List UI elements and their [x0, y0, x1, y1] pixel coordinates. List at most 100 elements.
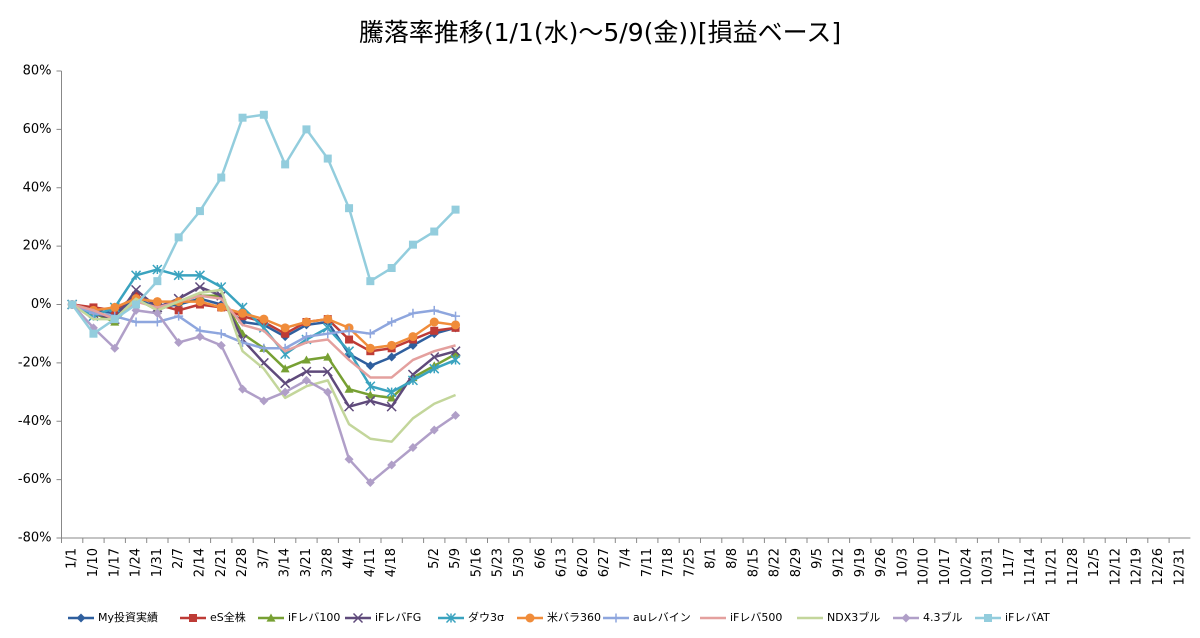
y-tick-label: 60% [23, 122, 52, 137]
marker [344, 401, 355, 412]
marker [131, 270, 142, 281]
marker [345, 335, 354, 344]
marker [152, 297, 162, 307]
marker [366, 277, 375, 286]
x-tick-label: 9/5 [810, 548, 825, 569]
marker [280, 364, 290, 373]
marker [174, 337, 184, 347]
marker [387, 317, 397, 327]
y-tick-label: 40% [23, 180, 52, 195]
x-tick-label: 12/19 [1130, 548, 1145, 585]
marker [451, 320, 461, 330]
x-tick-label: 2/14 [192, 548, 207, 577]
marker [408, 332, 418, 342]
legend-label: auレバイン [633, 611, 691, 624]
marker [301, 317, 311, 327]
legend-label: ダウ3σ [468, 610, 504, 624]
marker [194, 281, 205, 293]
marker [89, 329, 98, 338]
marker [301, 375, 311, 385]
marker [387, 264, 396, 273]
y-tick-label: 0% [31, 297, 52, 312]
x-tick-label: 8/22 [768, 548, 783, 577]
x-tick-label: 6/6 [533, 548, 548, 569]
x-tick-label: 9/12 [831, 548, 846, 577]
marker [259, 314, 269, 324]
x-tick-label: 11/28 [1066, 548, 1081, 585]
marker [344, 384, 354, 393]
marker [301, 355, 311, 364]
marker [68, 300, 77, 309]
marker [301, 366, 312, 377]
legend-label: iFレバFG [375, 611, 421, 624]
marker [445, 612, 457, 624]
x-tick-label: 6/20 [576, 548, 591, 577]
x-tick-label: 10/3 [895, 548, 910, 577]
x-tick-label: 10/17 [938, 548, 953, 585]
marker [408, 240, 417, 249]
marker [451, 410, 461, 420]
x-tick-label: 7/11 [640, 548, 655, 577]
marker [365, 329, 375, 339]
marker [386, 387, 397, 398]
y-tick-label: 80% [23, 64, 52, 79]
x-tick-label: 5/30 [512, 548, 527, 577]
marker [281, 160, 290, 169]
marker [110, 315, 119, 324]
x-tick-label: 12/12 [1108, 548, 1123, 585]
x-tick-label: 10/24 [959, 548, 974, 585]
marker [323, 154, 332, 163]
x-tick-label: 11/14 [1023, 548, 1038, 585]
marker [387, 352, 397, 362]
marker [323, 314, 333, 324]
x-tick-label: 8/15 [746, 548, 761, 577]
marker [280, 323, 290, 333]
y-tick-label: -60% [18, 472, 52, 487]
x-tick-label: 10/10 [917, 548, 932, 585]
x-tick-label: 6/13 [555, 548, 570, 577]
x-tick-label: 3/7 [256, 548, 271, 569]
marker [323, 329, 333, 339]
x-tick-label: 7/25 [682, 548, 697, 577]
x-tick-label: 5/9 [448, 548, 463, 569]
marker [153, 277, 162, 286]
legend-label: eS全株 [210, 610, 246, 624]
marker [365, 381, 376, 392]
marker [323, 352, 333, 361]
x-tick-label: 1/1 [65, 548, 80, 569]
marker [345, 204, 354, 213]
y-tick-label: 20% [23, 239, 52, 254]
marker [429, 363, 440, 374]
marker [352, 612, 364, 624]
marker [216, 340, 226, 350]
marker [110, 343, 120, 353]
marker [408, 443, 418, 453]
marker [365, 478, 375, 488]
marker [611, 613, 621, 623]
marker [281, 329, 290, 338]
legend-label: 米バラ360 [547, 611, 601, 624]
x-tick-label: 12/31 [1172, 548, 1187, 585]
marker [429, 317, 439, 327]
chart-title: 騰落率推移(1/1(水)～5/9(金))[損益ベース] [359, 18, 841, 47]
legend-label: iFレバ500 [730, 611, 782, 624]
x-tick-label: 6/27 [597, 548, 612, 577]
x-tick-label: 7/4 [618, 548, 633, 569]
marker [152, 308, 162, 318]
marker [174, 311, 184, 321]
marker [344, 326, 354, 336]
x-tick-label: 5/23 [491, 548, 506, 577]
y-tick-label: -40% [18, 414, 52, 429]
marker [365, 390, 375, 399]
x-tick-label: 12/26 [1151, 548, 1166, 585]
marker [386, 401, 397, 412]
marker [344, 346, 355, 357]
marker [365, 361, 375, 371]
marker [195, 207, 204, 216]
x-tick-label: 8/1 [704, 548, 719, 569]
legend-label: My投資実績 [98, 610, 158, 624]
y-tick-label: -20% [18, 355, 52, 370]
marker [302, 125, 311, 134]
x-tick-label: 11/21 [1044, 548, 1059, 585]
